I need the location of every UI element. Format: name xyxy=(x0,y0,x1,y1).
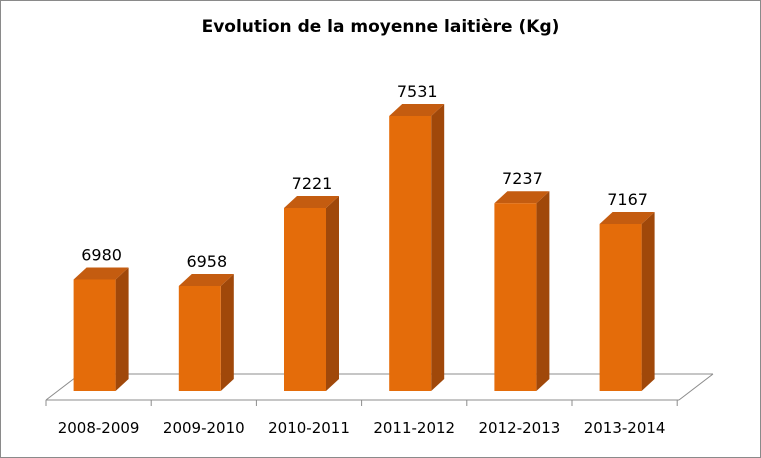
bar-top-face xyxy=(389,104,445,116)
bar-front-face xyxy=(599,223,642,391)
bar xyxy=(178,274,234,391)
bar-side-face xyxy=(115,267,129,391)
bar-top-face xyxy=(599,211,655,224)
data-label: 7237 xyxy=(502,169,543,188)
x-tick-label: 2013-2014 xyxy=(584,419,666,437)
data-label: 7167 xyxy=(607,190,648,209)
x-tick-label: 2011-2012 xyxy=(373,419,455,437)
bar-front-face xyxy=(494,203,537,391)
bar-front-face xyxy=(73,279,116,391)
bar xyxy=(73,267,129,391)
bar-side-face xyxy=(220,274,234,391)
bar xyxy=(494,191,550,391)
bar-top-face xyxy=(73,267,129,280)
bar-front-face xyxy=(178,286,221,391)
bar-front-face xyxy=(389,116,432,391)
bar-top-face xyxy=(178,274,234,286)
bar-side-face xyxy=(641,211,655,391)
bar xyxy=(599,211,655,391)
bar-side-face xyxy=(431,104,445,391)
x-tick-label: 2010-2011 xyxy=(268,419,350,437)
floor-edge xyxy=(678,373,714,401)
x-tick-label: 2008-2009 xyxy=(58,419,140,437)
bar-side-face xyxy=(536,191,550,391)
x-tick-label: 2009-2010 xyxy=(163,419,245,437)
x-tick-label: 2012-2013 xyxy=(479,419,561,437)
data-labels: 6980 6958 7221 7531 7237 7167 xyxy=(81,82,648,271)
bar xyxy=(284,195,339,391)
bar-top-face xyxy=(284,195,339,208)
data-label: 6980 xyxy=(81,245,122,264)
bar xyxy=(389,104,445,391)
data-label: 7221 xyxy=(292,174,333,193)
data-label: 6958 xyxy=(186,252,227,271)
chart-title: Evolution de la moyenne laitière (Kg) xyxy=(201,17,560,37)
x-axis-tick-labels: 2008-2009 2009-2010 2010-2011 2011-2012 2012… xyxy=(58,419,666,437)
bar-front-face xyxy=(284,207,326,391)
bar-top-face xyxy=(494,191,550,204)
bar-side-face xyxy=(326,195,339,391)
bar-series xyxy=(73,104,655,391)
data-label: 7531 xyxy=(397,82,438,101)
